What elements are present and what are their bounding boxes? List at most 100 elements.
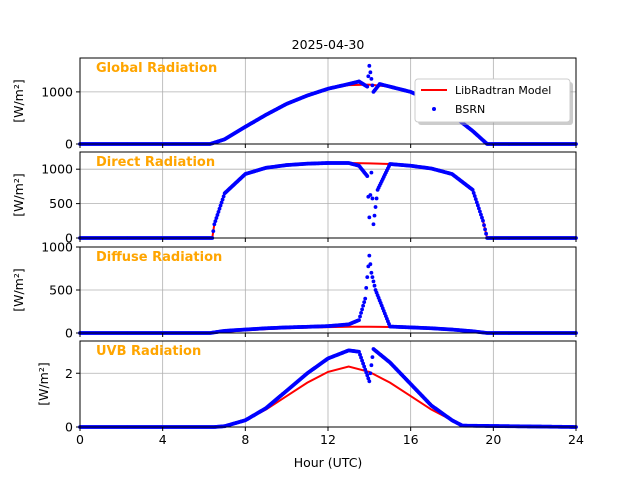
bsrn-point	[367, 253, 372, 258]
legend: LibRadtran Model BSRN	[414, 78, 573, 125]
bsrn-point	[473, 197, 478, 202]
y-tick-label: 0	[65, 231, 73, 246]
x-tick-label: 8	[241, 432, 249, 447]
y-tick-label: 1000	[41, 84, 73, 99]
bsrn-point	[221, 194, 226, 199]
bsrn-point	[370, 196, 375, 201]
chart-title: 2025-04-30	[292, 37, 365, 52]
bsrn-point	[365, 84, 370, 89]
bsrn-point	[480, 215, 484, 220]
bsrn-point	[472, 194, 477, 198]
bsrn-point	[358, 314, 362, 319]
legend-obs-label: BSRN	[455, 103, 485, 116]
bsrn-point	[366, 74, 371, 79]
bsrn-point	[363, 296, 368, 301]
panel-3: 0 500 1000 [W/m²] Diffuse Radiation	[11, 240, 578, 341]
panel-label: Global Radiation	[96, 61, 217, 76]
bsrn-point	[369, 170, 374, 175]
bsrn-point	[360, 307, 364, 312]
bsrn-point	[481, 218, 485, 223]
bsrn-point	[484, 231, 488, 236]
bsrn-point	[479, 212, 483, 217]
bsrn-point	[370, 83, 375, 88]
bsrn-point	[360, 358, 364, 363]
bsrn-point	[359, 355, 363, 360]
y-axis-label: [W/m²]	[36, 362, 51, 406]
bsrn-point	[220, 197, 225, 202]
bsrn-point	[367, 379, 372, 384]
bsrn-point	[483, 227, 487, 232]
bsrn-point	[361, 303, 366, 308]
y-tick-label: 2	[65, 366, 73, 381]
bsrn-point	[357, 318, 361, 322]
bsrn-point	[219, 200, 224, 205]
y-tick-label: 0	[65, 137, 73, 152]
bsrn-point	[470, 187, 475, 192]
panel-label: Direct Radiation	[96, 155, 215, 170]
panel-4: 0 2 [W/m²] UVB Radiation	[36, 340, 578, 435]
bsrn-point	[212, 222, 217, 227]
bsrn-point	[371, 222, 376, 227]
y-tick-label: 0	[65, 326, 73, 341]
y-tick-label: 0	[65, 420, 73, 435]
bsrn-point	[364, 370, 369, 375]
bsrn-point	[476, 206, 481, 211]
x-tick-label: 24	[568, 432, 584, 447]
bsrn-point	[364, 285, 369, 290]
legend-box	[414, 78, 571, 123]
bsrn-point	[369, 270, 374, 275]
bsrn-point	[361, 361, 366, 366]
bsrn-point	[371, 279, 376, 284]
y-axis-label: [W/m²]	[11, 173, 26, 217]
bsrn-point	[372, 283, 377, 288]
bsrn-point	[367, 215, 372, 220]
bsrn-point	[357, 349, 361, 354]
panel-label: Diffuse Radiation	[96, 250, 222, 265]
x-tick-label: 20	[485, 432, 501, 447]
bsrn-point	[367, 63, 372, 68]
bsrn-point	[213, 219, 218, 224]
bsrn-points	[78, 161, 578, 240]
bsrn-point	[478, 209, 482, 214]
y-tick-label: 1000	[41, 240, 73, 255]
bsrn-point	[365, 275, 370, 279]
bsrn-point	[475, 203, 480, 208]
bsrn-point	[358, 352, 362, 357]
x-tick-label: 16	[403, 432, 419, 447]
bsrn-point	[363, 367, 368, 372]
bsrn-point	[362, 300, 367, 305]
bsrn-point	[216, 209, 221, 214]
panel-2: 0 500 1000 [W/m²] Direct Radiation	[11, 151, 578, 246]
y-axis-label: [W/m²]	[11, 268, 26, 312]
bsrn-point	[359, 311, 363, 315]
bsrn-point	[368, 193, 373, 197]
legend-obs-swatch	[432, 107, 436, 111]
x-tick-label: 12	[320, 432, 336, 447]
x-tick-label: 0	[76, 432, 84, 447]
bsrn-point	[370, 275, 375, 279]
bsrn-point	[215, 213, 220, 217]
bsrn-point	[368, 262, 373, 267]
bsrn-point	[214, 216, 219, 220]
bsrn-point	[372, 213, 377, 218]
bsrn-point	[373, 205, 378, 209]
bsrn-point	[370, 355, 375, 360]
panel-label: UVB Radiation	[96, 344, 201, 359]
bsrn-point	[474, 200, 479, 205]
bsrn-point	[362, 364, 367, 369]
legend-model-label: LibRadtran Model	[455, 84, 551, 97]
bsrn-point	[482, 223, 486, 228]
bsrn-point	[369, 363, 374, 368]
bsrn-point	[471, 191, 476, 195]
bsrn-point	[366, 376, 371, 381]
y-axis-label: [W/m²]	[11, 79, 26, 123]
bsrn-point	[369, 76, 374, 81]
bsrn-point	[365, 373, 370, 378]
bsrn-point	[374, 196, 379, 201]
y-tick-label: 500	[49, 196, 73, 211]
bsrn-point	[365, 174, 370, 178]
bsrn-point	[217, 206, 222, 211]
y-tick-label: 500	[49, 283, 73, 298]
x-tick-label: 4	[159, 432, 167, 447]
